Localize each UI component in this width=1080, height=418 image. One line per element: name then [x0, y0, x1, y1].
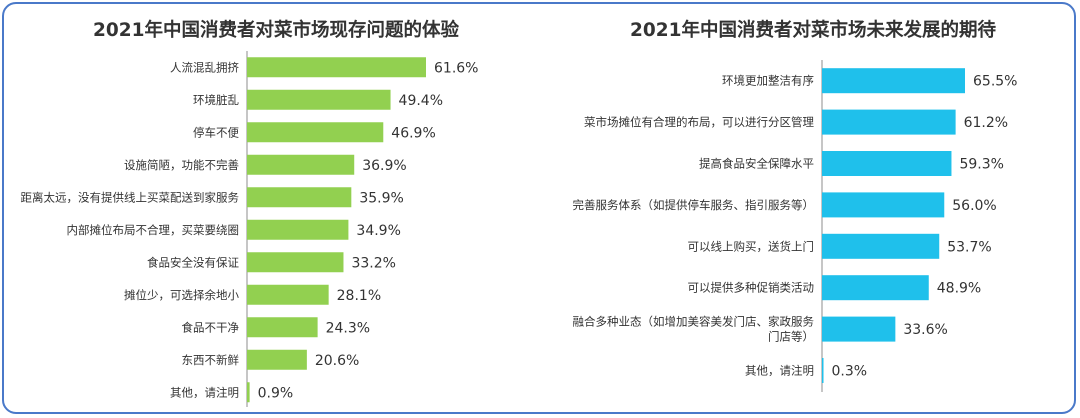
bar-value-label: 35.9% [359, 190, 403, 206]
bar [247, 252, 344, 273]
category-label: 停车不便 [193, 125, 239, 139]
category-label: 食品安全没有保证 [147, 255, 239, 269]
category-label: 菜市场摊位有合理的布局，可以进行分区管理 [584, 115, 814, 129]
bar [822, 358, 824, 383]
bar [247, 57, 426, 78]
bar-value-label: 56.0% [952, 198, 996, 214]
right-chart-bars: 65.5% 环境更加整洁有序 61.2% 菜市场摊位有合理的布局，可以进行分区管理 59… [573, 68, 1017, 383]
left-chart-title: 2021年中国消费者对菜市场现存问题的体验 [93, 19, 459, 41]
left-chart-bars: 61.6% 人流混乱拥挤 49.4% 环境脏乱 46.9% 停车不便 36.9% 设施简陋，功… [21, 57, 478, 403]
bar [822, 109, 956, 135]
category-label: 设施简陋，功能不完善 [124, 158, 239, 172]
category-label: 其他，请注明 [745, 364, 814, 378]
category-label: 可以线上购买，送货上门 [688, 239, 815, 253]
category-label: 环境脏乱 [193, 93, 239, 107]
bar-value-label: 46.9% [391, 125, 435, 141]
charts-canvas: 2021年中国消费者对菜市场现存问题的体验 2021年中国消费者对菜市场未来发展… [21, 19, 1017, 407]
bar-value-label: 36.9% [362, 158, 406, 174]
category-label: 东西不新鲜 [182, 353, 240, 367]
bar [247, 382, 250, 403]
bar [247, 187, 352, 208]
bar-value-label: 65.5% [973, 74, 1017, 90]
bar [822, 233, 940, 259]
category-label: 距离太远，没有提供线上买菜配送到家服务 [21, 190, 240, 204]
bar-value-label: 59.3% [959, 157, 1003, 173]
category-label: 融合多种业态（如增加美容美发门店、家政服务 [573, 315, 815, 329]
bar [247, 219, 349, 240]
bar-value-label: 61.2% [964, 115, 1008, 131]
category-label: 其他，请注明 [170, 385, 239, 399]
bar-value-label: 48.9% [937, 281, 981, 297]
bar-value-label: 28.1% [337, 288, 381, 304]
category-label: 门店等） [768, 330, 814, 344]
bar-value-label: 61.6% [434, 60, 478, 76]
bar-value-label: 33.2% [351, 255, 395, 271]
category-label: 环境更加整洁有序 [722, 74, 814, 88]
bar [247, 349, 307, 370]
bar-value-label: 49.4% [399, 93, 443, 109]
bar [822, 151, 952, 176]
bar [822, 316, 896, 342]
bar-value-label: 24.3% [326, 320, 370, 336]
category-label: 提高食品安全保障水平 [699, 157, 814, 171]
bar [247, 317, 318, 338]
bar [247, 284, 329, 305]
bar-value-label: 53.7% [947, 239, 991, 255]
bar [822, 68, 965, 94]
bar-value-label: 0.3% [832, 364, 868, 380]
category-label: 食品不干净 [182, 320, 240, 334]
bar-value-label: 34.9% [356, 223, 400, 239]
bar-value-label: 0.9% [258, 385, 294, 401]
bar-value-label: 33.6% [903, 322, 947, 338]
right-chart-title: 2021年中国消费者对菜市场未来发展的期待 [630, 19, 996, 41]
bar-value-label: 20.6% [315, 353, 359, 369]
bar [247, 154, 355, 175]
category-label: 内部摊位布局不合理，买菜要绕圈 [67, 223, 240, 237]
category-label: 摊位少，可选择余地小 [124, 288, 239, 302]
bar [822, 192, 945, 218]
category-label: 人流混乱拥挤 [170, 60, 239, 74]
category-label: 可以提供多种促销类活动 [688, 281, 815, 295]
bar [247, 122, 384, 143]
bar [247, 89, 391, 110]
category-label: 完善服务体系（如提供停车服务、指引服务等） [573, 198, 815, 212]
bar [822, 275, 929, 301]
